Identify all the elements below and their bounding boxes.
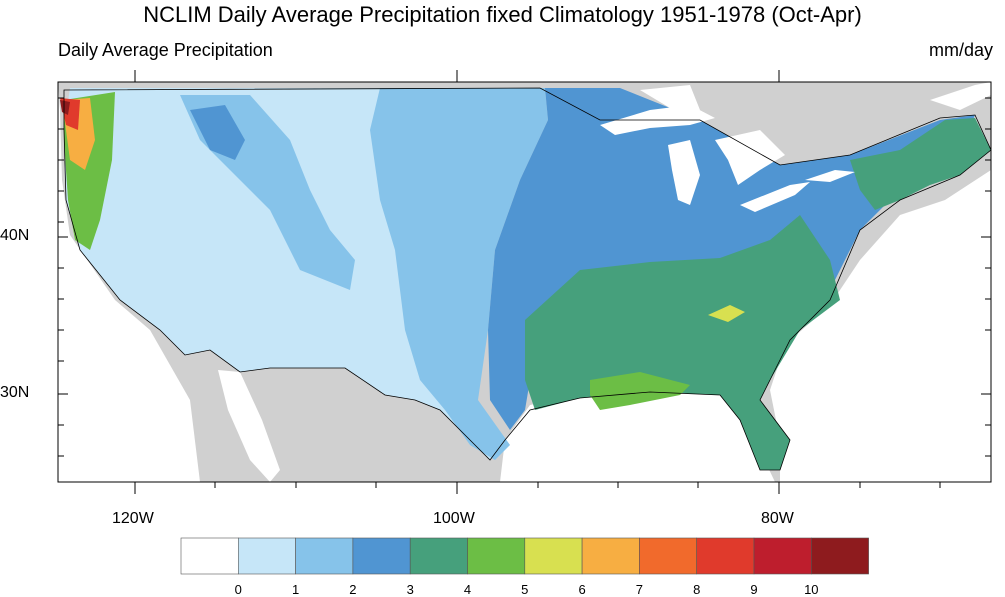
colorbar-label: 9 xyxy=(750,582,758,597)
gulf-of-california xyxy=(218,370,280,482)
lake-huron xyxy=(715,130,785,185)
map-subtitle: Daily Average Precipitation xyxy=(58,40,273,60)
map-area xyxy=(58,82,991,482)
map-frame xyxy=(57,81,992,483)
colorbar-label: 6 xyxy=(578,582,586,597)
colorbar-label: 2 xyxy=(349,582,357,597)
lat-label-40n: 40N xyxy=(0,227,30,244)
zone-coastal-darkred xyxy=(60,100,70,115)
colorbar-swatch-0 xyxy=(180,537,239,575)
colorbar-label: 3 xyxy=(406,582,414,597)
zone-3-4-newengland xyxy=(850,118,991,210)
colorbar-swatch-7 xyxy=(581,537,640,575)
map-title: NCLIM Daily Average Precipitation fixed … xyxy=(143,2,862,27)
atlantic-ocean xyxy=(770,170,991,482)
colorbar-swatch-9 xyxy=(696,537,755,575)
colorbar-swatch-2 xyxy=(295,537,354,575)
colorbar-label: 5 xyxy=(521,582,529,597)
colorbar-swatch-4 xyxy=(409,537,468,575)
gulf-of-mexico xyxy=(500,390,775,482)
colorbar-swatch-6 xyxy=(524,537,583,575)
units-label: mm/day xyxy=(928,40,993,60)
colorbar-label: 1 xyxy=(291,582,300,597)
colorbar-swatch-10 xyxy=(753,537,812,575)
colorbar-swatch-3 xyxy=(352,537,411,575)
colorbar-label: 10 xyxy=(804,582,819,597)
us-outline xyxy=(63,87,991,471)
lon-ticks xyxy=(134,70,941,494)
lake-ontario xyxy=(805,170,855,182)
lat-label-30n: 30N xyxy=(0,384,30,401)
zone-5-6-appalachia xyxy=(708,305,745,322)
colorbar-label: 8 xyxy=(693,582,701,597)
zone-1-2 xyxy=(370,88,548,460)
zone-3-4-southeast xyxy=(525,215,840,470)
lat-ticks xyxy=(58,97,991,457)
colorbar-label: 4 xyxy=(463,582,472,597)
colorbar-swatch-5 xyxy=(467,537,526,575)
lon-label-80w: 80W xyxy=(761,510,794,527)
colorbar-swatch-8 xyxy=(639,537,698,575)
colorbar-label: 0 xyxy=(234,582,242,597)
colorbar-swatch-1 xyxy=(238,537,296,575)
hudson-bay-inlet xyxy=(640,85,700,110)
canada-lake xyxy=(930,82,991,110)
lake-erie xyxy=(740,182,810,212)
colorbar-swatch-11 xyxy=(810,537,869,575)
lon-label-120w: 120W xyxy=(112,510,154,527)
colorbar xyxy=(180,537,869,575)
zone-4-5-gulf xyxy=(590,372,690,410)
pacific-ocean xyxy=(58,82,200,482)
lake-michigan xyxy=(668,140,700,205)
colorbar-label: 7 xyxy=(635,582,644,597)
lon-label-100w: 100W xyxy=(433,510,475,527)
zone-rockies-2-3 xyxy=(190,105,245,160)
